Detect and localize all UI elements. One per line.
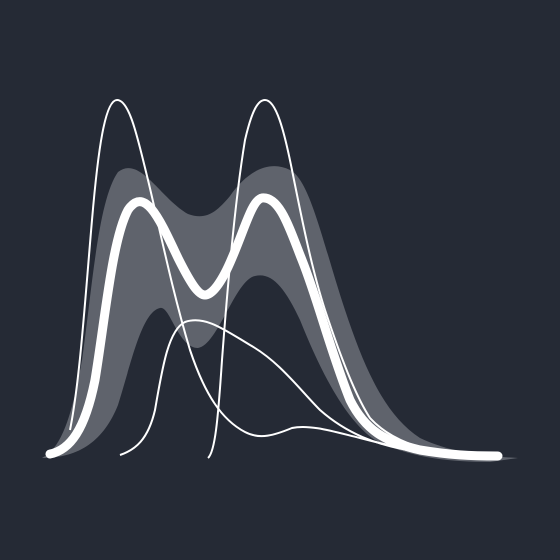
middle-hump-line xyxy=(119,319,421,456)
left-peak-line xyxy=(69,98,451,456)
right-peak-line xyxy=(207,98,463,459)
main-density-curve xyxy=(45,193,503,461)
